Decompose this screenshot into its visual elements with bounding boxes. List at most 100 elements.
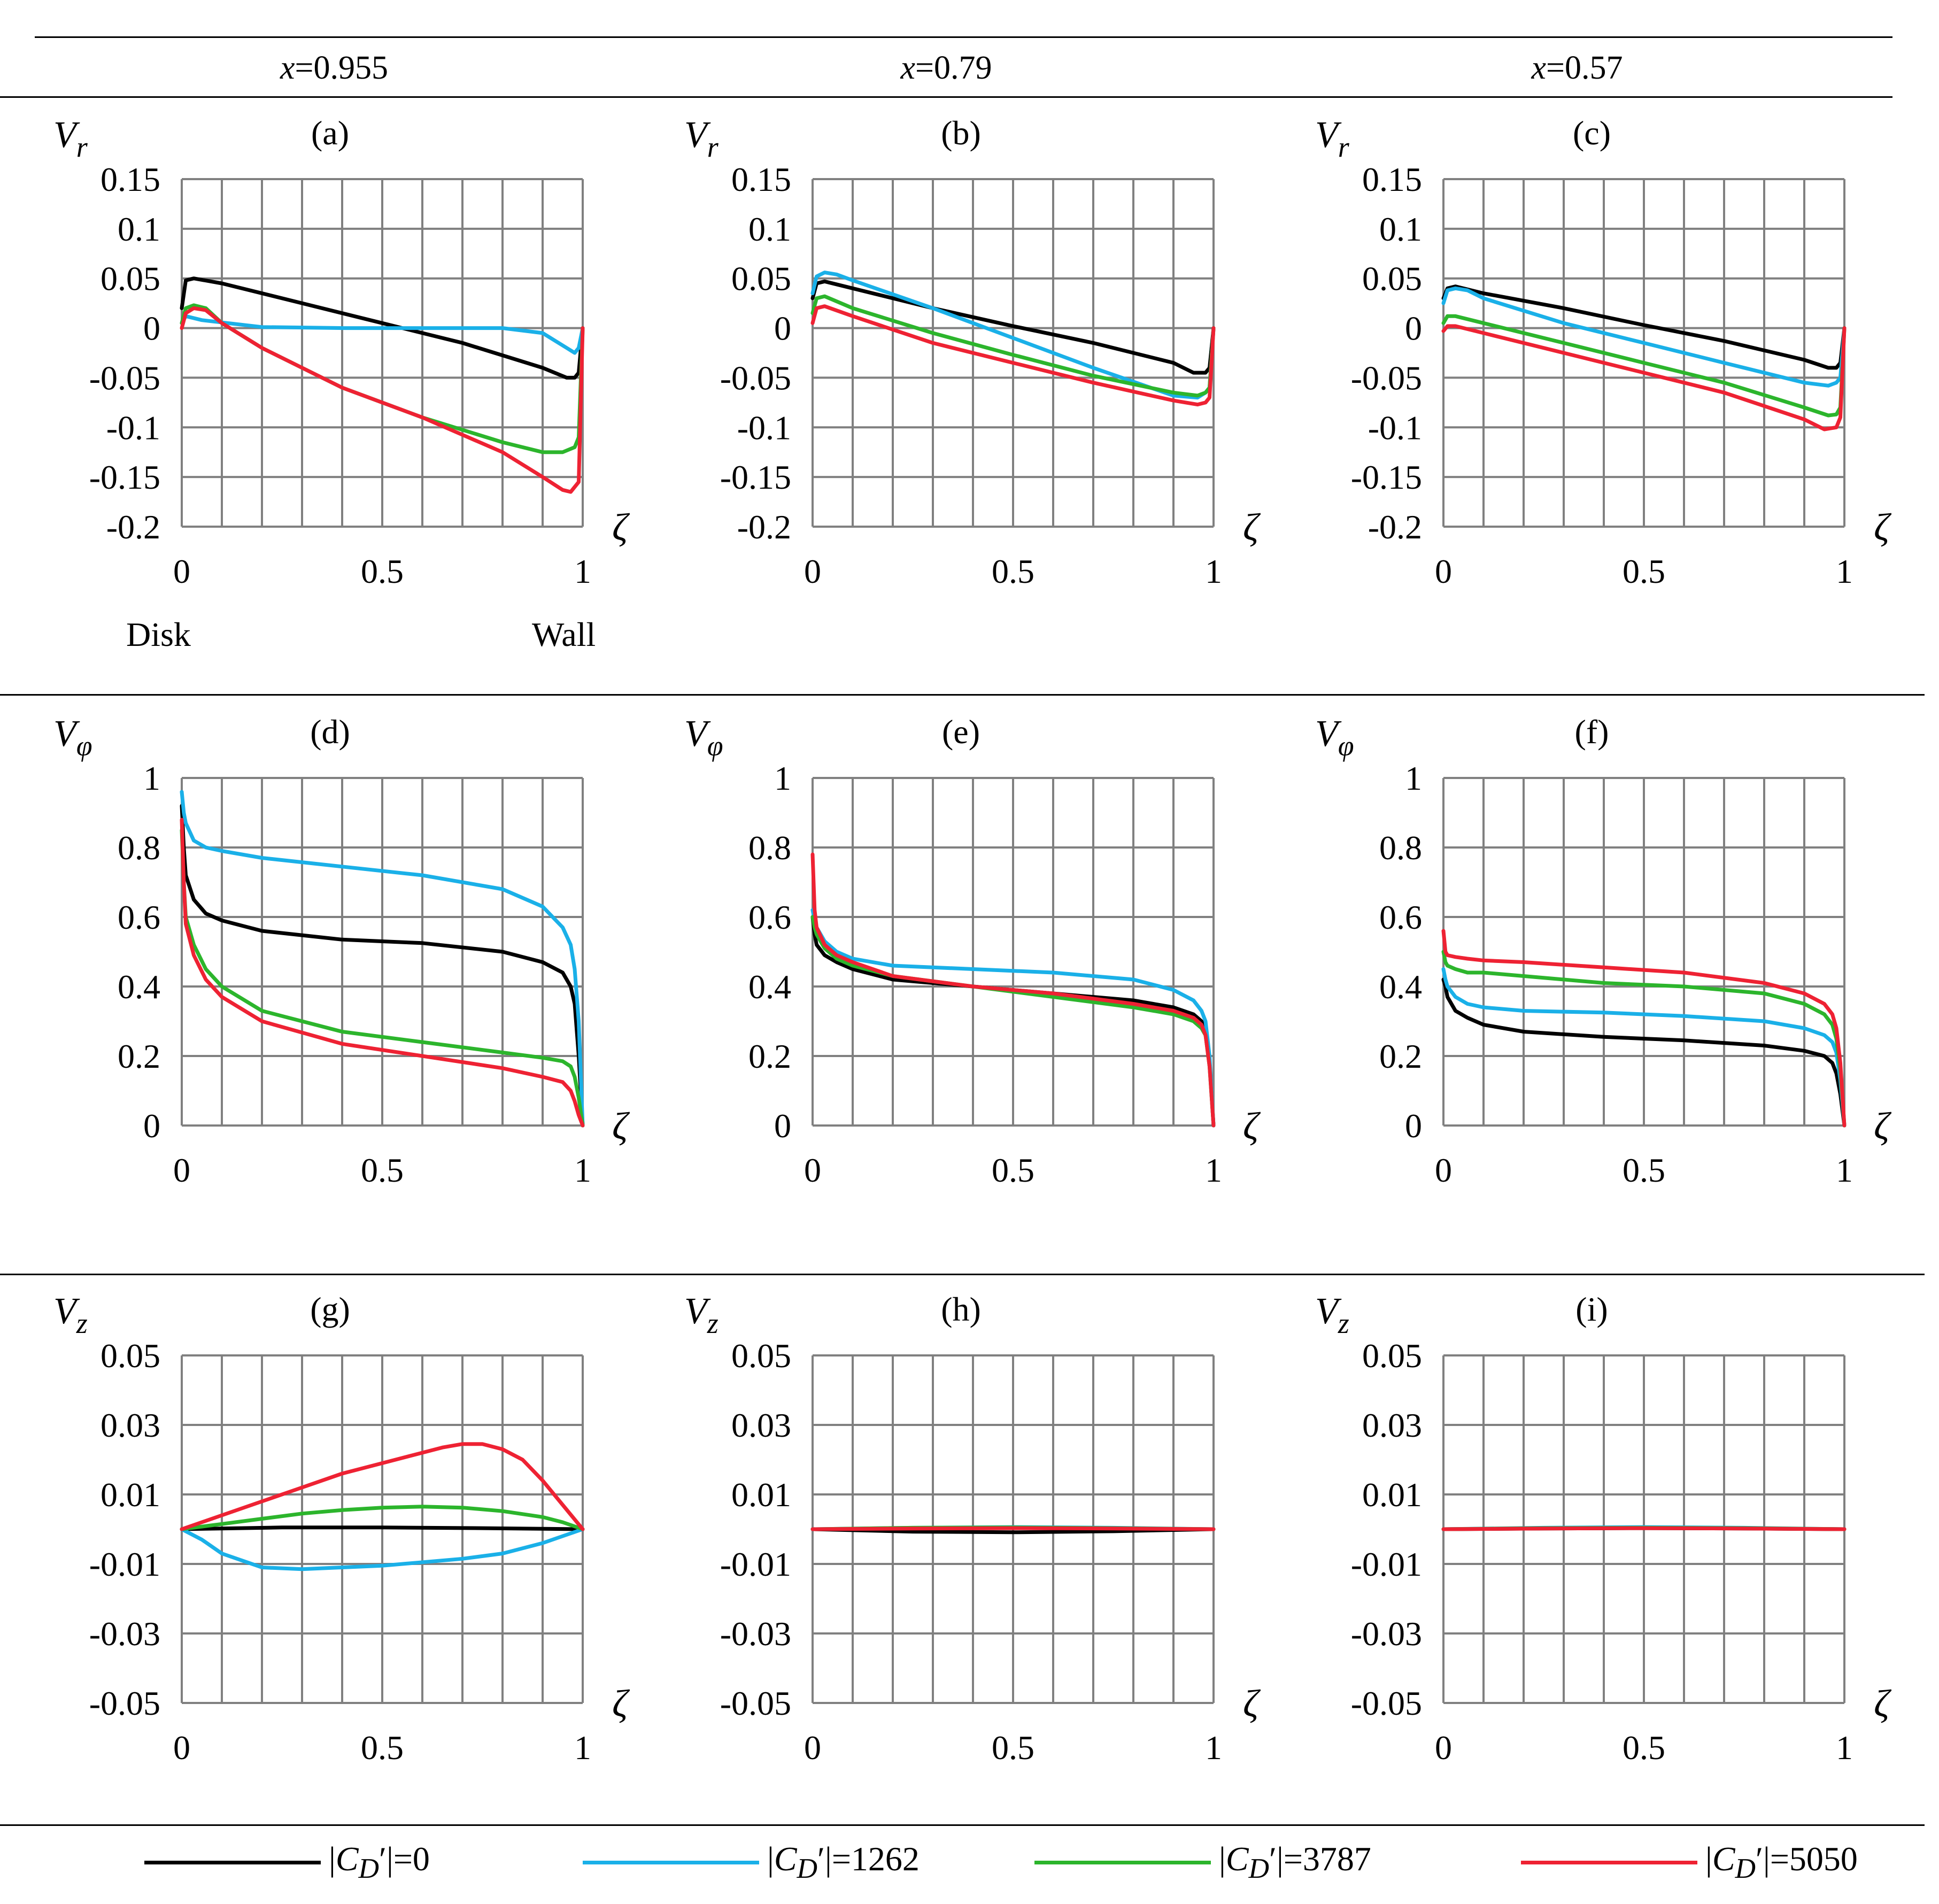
column-header-1: x=0.955 <box>280 50 388 86</box>
grid-b <box>812 178 1215 528</box>
series-line-3 <box>1441 929 1847 1128</box>
legend-value-1: 1262 <box>851 1840 920 1878</box>
y-tick-label: 0.05 <box>101 1337 160 1375</box>
top-rule <box>35 36 1892 38</box>
series-line-3 <box>810 852 1216 1128</box>
series-line-0 <box>180 804 585 1128</box>
x-tick-label: 0 <box>1435 552 1452 590</box>
y-axis-label: Vφ <box>1315 713 1354 762</box>
x-tick-label: 0.5 <box>992 552 1034 590</box>
x-tick-label: 0 <box>173 1151 190 1189</box>
series-line-1 <box>1441 967 1847 1128</box>
series-line-2 <box>810 294 1216 398</box>
x-tick-label: 0.5 <box>1623 1151 1665 1189</box>
chart-title: (g) <box>310 1290 350 1328</box>
series-line-3 <box>1441 1526 1847 1531</box>
y-tick-label: 1 <box>774 759 791 797</box>
y-tick-label: -0.15 <box>720 458 791 496</box>
chart-h: 0.05 0.03 0.01 -0.01 -0.03 -0.05 0 0.5 1 (h) Vz ζ <box>684 1290 1261 1767</box>
legend-value-0: 0 <box>412 1840 430 1878</box>
y-tick-label: 1 <box>143 759 160 797</box>
grid-d <box>181 777 584 1127</box>
chart-title: (c) <box>1573 114 1611 152</box>
x-tick-label: 0.5 <box>1623 552 1665 590</box>
legend-label-3: |CD′|=5050 <box>1705 1840 1858 1884</box>
row1-rule <box>0 694 1925 696</box>
grid-c <box>1442 178 1845 528</box>
y-axis-label: Vφ <box>684 713 723 762</box>
y-tick-label: 0.1 <box>118 210 160 248</box>
y-axis-label: Vr <box>1315 114 1350 163</box>
column-header-1-value: =0.955 <box>295 50 388 86</box>
y-tick-label: -0.05 <box>1351 1684 1422 1722</box>
legend-swatch-3 <box>1521 1861 1697 1864</box>
chart-c: 0.15 0.1 0.05 0 -0.05 -0.1 -0.15 -0.2 0 0.5 1 (c) Vr… <box>1315 114 1892 590</box>
y-axis-label: Vz <box>53 1291 88 1339</box>
x-tick-label: 0.5 <box>361 552 404 590</box>
legend: |CD′|=0 |CD′|=1262 |CD′|=3787 |CD′|=5050 <box>0 1829 1939 1898</box>
x-tick-label: 1 <box>574 1729 591 1767</box>
legend-swatch-1 <box>583 1861 759 1864</box>
y-tick-label: -0.05 <box>720 1684 791 1722</box>
x-axis-label: ζ <box>1243 1682 1261 1725</box>
chart-i: 0.05 0.03 0.01 -0.01 -0.03 -0.05 0 0.5 1 (i) Vz ζ <box>1315 1290 1892 1767</box>
y-tick-label: 0.15 <box>1362 160 1422 198</box>
y-tick-label: 0.05 <box>731 1337 791 1375</box>
series-line-1 <box>180 314 585 355</box>
grid-e <box>812 777 1215 1127</box>
x-tick-label: 1 <box>1205 1151 1222 1189</box>
y-tick-label: 0 <box>1405 310 1422 348</box>
chart-title: (b) <box>941 114 981 152</box>
y-tick-label: -0.05 <box>1351 359 1422 397</box>
legend-swatch-0 <box>144 1861 321 1864</box>
x-axis-label: ζ <box>1874 1682 1892 1725</box>
x-tick-label: 1 <box>1836 1729 1853 1767</box>
series-line-2 <box>180 828 585 1128</box>
series-line-1 <box>180 1527 585 1571</box>
chart-title: (e) <box>942 713 980 751</box>
legend-rule <box>0 1824 1925 1826</box>
x-tick-label: 0 <box>804 1151 821 1189</box>
series-line-0 <box>180 276 585 380</box>
header-rule <box>0 96 1892 98</box>
x-tick-label: 1 <box>1836 1151 1853 1189</box>
series-line-3 <box>810 1526 1216 1531</box>
y-tick-label: 0.6 <box>1379 898 1422 936</box>
series-line-2 <box>180 1505 585 1531</box>
series-line-2 <box>1441 314 1847 418</box>
y-tick-label: -0.15 <box>1351 458 1422 496</box>
x-axis-label: ζ <box>1874 506 1892 549</box>
grid-f <box>1442 777 1845 1127</box>
x-tick-label: 1 <box>1205 1729 1222 1767</box>
x-axis-label: ζ <box>1243 506 1261 549</box>
y-tick-label: 0.03 <box>731 1406 791 1444</box>
y-tick-label: 0.6 <box>118 898 160 936</box>
y-tick-label: -0.01 <box>89 1545 160 1583</box>
x-tick-label: 1 <box>1836 552 1853 590</box>
series-line-3 <box>1441 324 1847 431</box>
legend-label-0: |CD′|=0 <box>329 1840 430 1884</box>
column-header-2-value: =0.79 <box>915 50 992 86</box>
series-line-1 <box>180 790 585 1128</box>
column-header-3: x=0.57 <box>1531 50 1623 86</box>
y-tick-label: 0.2 <box>1379 1037 1422 1075</box>
chart-b: 0.15 0.1 0.05 0 -0.05 -0.1 -0.15 -0.2 0 0.5 1 (b) Vr… <box>684 114 1261 590</box>
series-line-2 <box>1441 950 1847 1128</box>
y-tick-label: 0.05 <box>1362 1337 1422 1375</box>
y-tick-label: 0.8 <box>118 829 160 867</box>
y-tick-label: 0.8 <box>748 829 791 867</box>
chart-e: 1 0.8 0.6 0.4 0.2 00 0.5 1 (e) Vφ ζ <box>684 713 1261 1189</box>
y-tick-label: -0.01 <box>720 1545 791 1583</box>
y-tick-label: 0.6 <box>748 898 791 936</box>
x-tick-label: 1 <box>1205 552 1222 590</box>
x-axis-label: ζ <box>1243 1105 1261 1147</box>
chart-title: (h) <box>941 1290 981 1328</box>
y-axis-label: Vφ <box>53 713 92 762</box>
y-tick-label: 0.8 <box>1379 829 1422 867</box>
y-tick-label: -0.03 <box>89 1615 160 1653</box>
chart-title: (i) <box>1575 1290 1608 1328</box>
y-tick-label: 0 <box>143 310 160 348</box>
series-line-1 <box>1441 286 1847 388</box>
x-tick-label: 0.5 <box>361 1729 404 1767</box>
y-tick-label: 0 <box>1405 1107 1422 1145</box>
